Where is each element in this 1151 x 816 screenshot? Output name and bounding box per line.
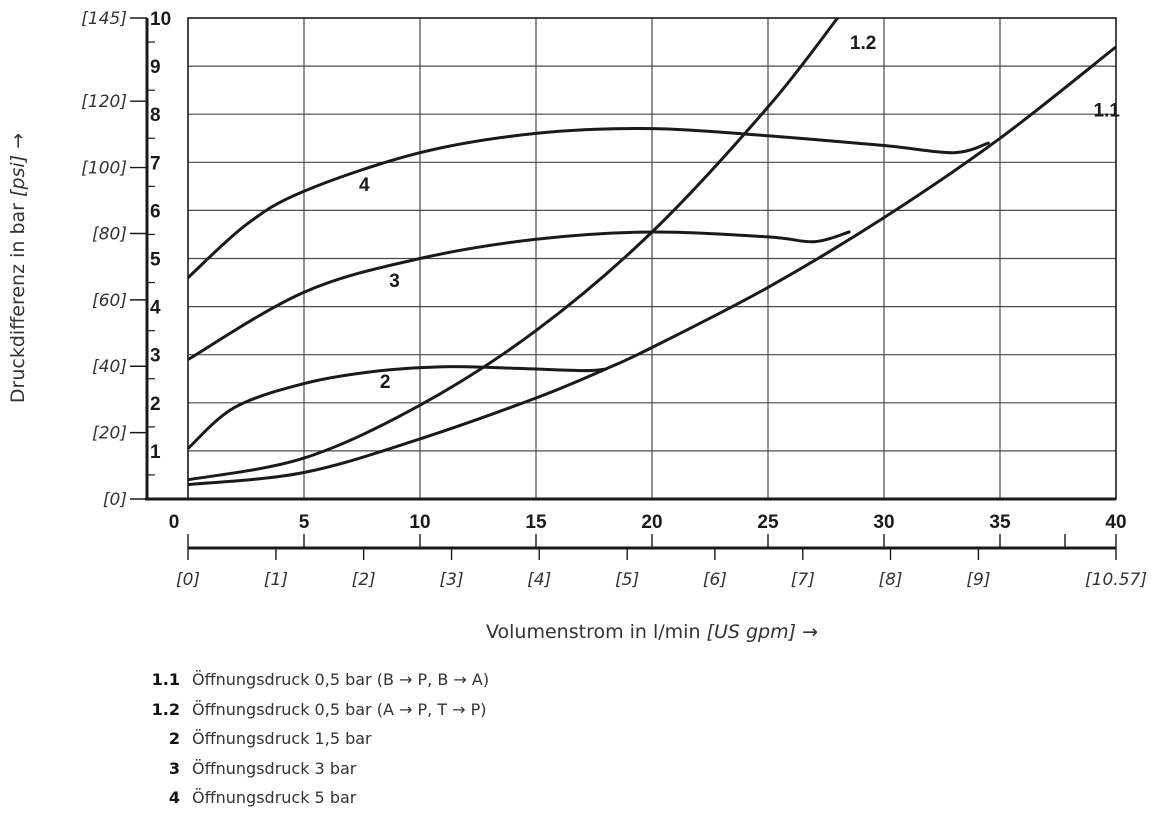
x-secondary-tick-label: [10.57] <box>1085 570 1147 590</box>
legend-key: 1.2 <box>151 699 180 719</box>
x-tick-label: 5 <box>299 512 310 533</box>
legend-key: 4 <box>168 788 180 808</box>
x-axis: 0 5 10 15 20 25 30 35 40 <box>169 512 1127 533</box>
plot-frame <box>187 17 1117 501</box>
x-axis-title-unit: [US gpm] <box>706 621 797 643</box>
x-axis-title: Volumenstrom in l/min [US gpm] → <box>486 621 818 643</box>
legend-text: Öffnungsdruck 3 bar <box>192 758 357 778</box>
x-tick-label: 25 <box>757 512 779 533</box>
x-tick-label: 40 <box>1105 512 1126 533</box>
curve-labels: 1.1 1.2 2 3 4 <box>359 33 1120 393</box>
y-axis-title-unit: [psi] <box>7 154 29 197</box>
y-axis-title-text: Druckdifferenz in bar <box>7 203 29 404</box>
x-secondary-tick-label: [2] <box>352 570 376 590</box>
curve-2 <box>188 365 608 450</box>
x-secondary-tick-label: [1] <box>264 570 288 590</box>
legend-item: 2 Öffnungsdruck 1,5 bar <box>150 724 489 754</box>
y-secondary-tick-label: [120] <box>81 92 127 112</box>
y-tick-label: 8 <box>150 105 161 126</box>
y-tick-label: 4 <box>150 298 161 319</box>
y-tick-label: 10 <box>150 9 171 30</box>
curve-3 <box>188 230 851 361</box>
x-tick-label: 0 <box>169 512 180 533</box>
curve-label: 4 <box>359 175 370 196</box>
grid <box>188 18 1116 499</box>
legend-text: Öffnungsdruck 5 bar <box>192 788 357 808</box>
y-axis-title: Druckdifferenz in bar [psi] → <box>7 133 29 403</box>
x-tick-label: 15 <box>525 512 547 533</box>
legend-item: 3 Öffnungsdruck 3 bar <box>150 754 489 784</box>
x-secondary-tick-label: [7] <box>791 570 815 590</box>
x-secondary-tick-label: [9] <box>966 570 990 590</box>
curve-4 <box>188 127 990 280</box>
y-tick-label: 6 <box>150 201 161 222</box>
x-secondary-tick-label: [3] <box>440 570 464 590</box>
legend-key: 1.1 <box>151 670 180 690</box>
curve-1-1 <box>188 45 1116 487</box>
curves <box>188 18 1116 487</box>
y-tick-label: 7 <box>150 153 161 174</box>
legend-key: 2 <box>168 729 180 749</box>
legend-item: 4 Öffnungsdruck 5 bar <box>150 783 489 813</box>
y-tick-label: 3 <box>150 346 161 367</box>
curve-1-2 <box>188 18 840 482</box>
curve-label: 3 <box>389 271 400 292</box>
legend-text: Öffnungsdruck 1,5 bar <box>192 729 372 749</box>
legend-item: 1.1 Öffnungsdruck 0,5 bar (B → P, B → A) <box>150 665 489 695</box>
legend-item: 1.2 Öffnungsdruck 0,5 bar (A → P, T → P) <box>150 695 489 725</box>
y-tick-label: 1 <box>150 442 161 463</box>
x-secondary-tick-label: [8] <box>878 570 902 590</box>
y-axis: 1 2 3 4 5 6 7 8 9 10 [0] [20] [40] [60] [80] [100] [120]… <box>81 9 188 510</box>
x-secondary-tick-label: [5] <box>615 570 639 590</box>
legend-text: Öffnungsdruck 0,5 bar (B → P, B → A) <box>192 670 490 690</box>
x-axis-title-arrow: → <box>802 621 818 643</box>
curve-label: 1.2 <box>850 33 876 54</box>
y-secondary-tick-label: [20] <box>92 424 127 444</box>
legend-key: 3 <box>168 758 180 778</box>
y-secondary-tick-label: [145] <box>81 9 127 29</box>
y-tick-label: 2 <box>150 394 161 415</box>
curve-label: 1.1 <box>1094 100 1121 121</box>
x-secondary-tick-label: [0] <box>176 570 200 590</box>
x-tick-label: 35 <box>989 512 1011 533</box>
y-secondary-tick-label: [80] <box>92 224 127 244</box>
x-axis-title-text: Volumenstrom in l/min <box>486 621 701 643</box>
x-axis-secondary: [0] [1] [2] [3] [4] [5] [6] [7] [8] [9] [10.57] <box>176 534 1147 590</box>
y-secondary-tick-label: [60] <box>92 291 127 311</box>
x-tick-label: 30 <box>873 512 894 533</box>
chart: 1 2 3 4 5 6 7 8 9 10 [0] [20] [40] [60] [80] [100] [120]… <box>81 9 1147 590</box>
legend-text: Öffnungsdruck 0,5 bar (A → P, T → P) <box>192 699 487 719</box>
x-secondary-tick-label: [4] <box>527 570 551 590</box>
x-tick-label: 10 <box>409 512 430 533</box>
x-secondary-tick-label: [6] <box>703 570 727 590</box>
y-tick-label: 5 <box>150 250 161 271</box>
y-secondary-tick-label: [100] <box>81 159 127 179</box>
legend: 1.1 Öffnungsdruck 0,5 bar (B → P, B → A)… <box>150 665 489 813</box>
x-tick-label: 20 <box>641 512 662 533</box>
y-axis-title-arrow: → <box>7 132 29 149</box>
y-secondary-tick-label: [0] <box>103 490 127 510</box>
curve-label: 2 <box>380 372 391 393</box>
y-secondary-tick-label: [40] <box>92 357 127 377</box>
y-tick-label: 9 <box>150 57 161 78</box>
